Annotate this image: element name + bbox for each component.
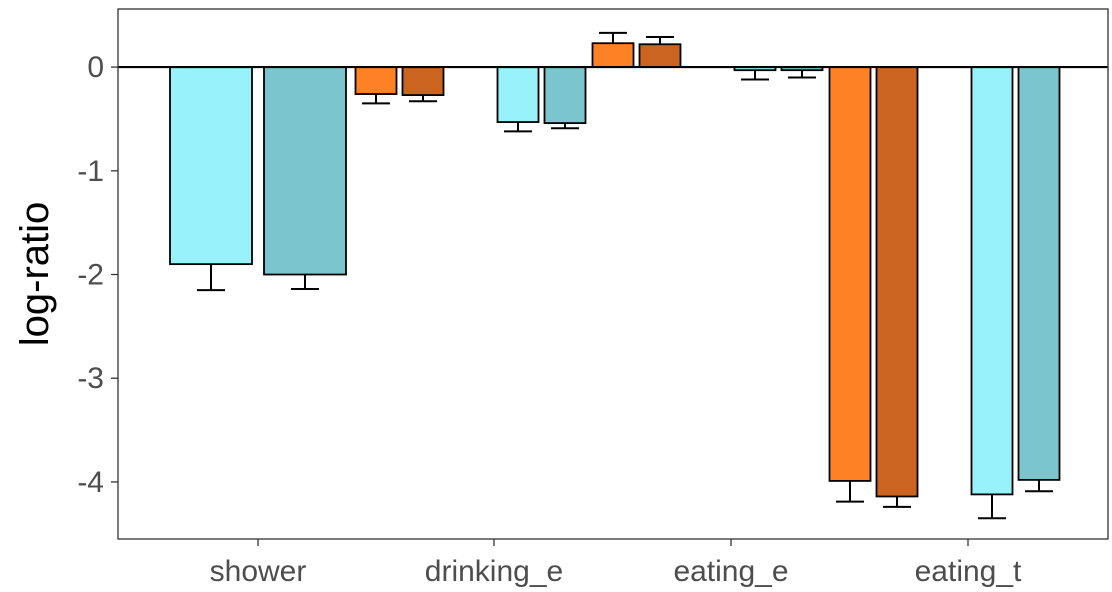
x-axis: shower drinking_e eating_e eating_t [210, 539, 1022, 588]
error-bars-layer [197, 31, 1053, 520]
bar-drinking_e-series-4 [543, 66, 587, 124]
error-bar-eating_t-series-3 [978, 494, 1006, 520]
bars-layer [169, 42, 1061, 498]
y-tick-label: -2 [77, 259, 104, 292]
error-bar-drinking_e-series-4 [551, 123, 579, 130]
x-tick-label-shower: shower [210, 555, 307, 588]
error-bar-eating_t-series-1 [836, 480, 864, 503]
bar-shower-series-3 [169, 66, 253, 266]
error-bar-eating_t-series-2 [883, 496, 911, 508]
bar-eating_t-series-4 [1017, 66, 1061, 481]
x-tick-label-eating_e: eating_e [673, 555, 788, 588]
error-bar-drinking_e-series-1 [362, 94, 390, 105]
bar-eating_t-series-3 [970, 66, 1014, 496]
y-tick-label: 0 [87, 51, 104, 84]
y-tick-label: -1 [77, 155, 104, 188]
x-tick-label-drinking_e: drinking_e [425, 555, 563, 588]
error-bar-eating_e-series-4 [788, 70, 816, 79]
bar-eating_t-series-1 [828, 66, 872, 482]
error-bar-eating_e-series-3 [741, 70, 769, 81]
bar-drinking_e-series-2 [401, 66, 445, 96]
error-bar-eating_e-series-2 [646, 36, 674, 45]
error-bar-drinking_e-series-3 [504, 122, 532, 133]
x-tick-label-eating_t: eating_t [915, 555, 1022, 588]
error-bar-drinking_e-series-2 [409, 95, 437, 103]
error-bar-eating_e-series-1 [599, 31, 627, 44]
bar-eating_e-series-1 [591, 42, 635, 68]
error-bar-shower-series-3 [197, 264, 225, 292]
bar-eating_e-series-2 [638, 43, 682, 68]
bar-eating_t-series-2 [875, 66, 919, 498]
y-tick-label: -4 [77, 466, 104, 499]
bar-drinking_e-series-1 [354, 66, 398, 95]
y-axis: 0 -1 -2 -3 -4 [77, 51, 118, 499]
bar-shower-series-4 [263, 66, 347, 276]
error-bar-eating_t-series-4 [1025, 479, 1053, 493]
y-tick-label: -3 [77, 362, 104, 395]
error-bar-shower-series-4 [291, 274, 319, 291]
bar-drinking_e-series-3 [496, 66, 540, 123]
y-axis-title: log-ratio [13, 202, 57, 347]
